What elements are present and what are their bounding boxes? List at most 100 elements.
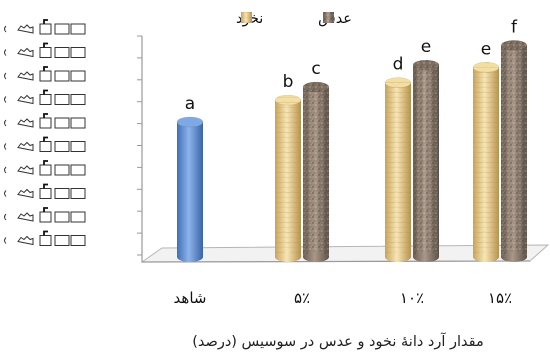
bar-bottom-cap — [473, 252, 499, 262]
garbled-glyph — [54, 235, 70, 246]
garbled-glyph — [17, 235, 34, 246]
legend-item: عدس — [318, 11, 352, 27]
garbled-glyph — [39, 23, 52, 35]
bar-top-cap — [176, 116, 204, 128]
garbled-glyph — [43, 19, 48, 24]
legend-item: نخود — [236, 11, 263, 27]
bar-top-texture — [473, 62, 499, 73]
garbled-glyph-row — [4, 19, 86, 35]
bar-top-texture — [501, 40, 527, 51]
garbled-glyph — [54, 23, 70, 35]
garbled-glyph — [43, 230, 48, 236]
bar-texture — [385, 82, 411, 257]
garbled-glyph-row — [4, 136, 86, 152]
garbled-glyph — [43, 113, 48, 118]
garbled-glyph-row — [4, 183, 86, 199]
data-label: d — [393, 55, 404, 75]
bar-top-texture — [303, 81, 329, 92]
bar-bottom-cap — [303, 252, 329, 262]
garbled-glyph — [4, 25, 7, 33]
garbled-glyph — [39, 70, 52, 82]
garbled-glyph — [4, 143, 7, 150]
bar-texture — [303, 86, 329, 258]
bar-texture — [413, 65, 439, 257]
garbled-glyph — [54, 188, 70, 199]
garbled-glyph — [17, 47, 34, 58]
garbled-glyph — [39, 94, 52, 105]
garbled-glyph-row — [4, 207, 86, 223]
garbled-glyph — [17, 118, 34, 128]
garbled-glyph — [39, 117, 52, 129]
bar-top-texture — [275, 95, 301, 106]
garbled-glyph — [39, 211, 52, 223]
legend-swatch-texture — [323, 12, 334, 23]
category-tick-label: شاهد — [174, 289, 207, 307]
garbled-glyph — [70, 211, 86, 223]
data-label: e — [481, 39, 491, 59]
data-label: a — [185, 94, 195, 114]
category-tick-label: ۱۰٪ — [400, 289, 424, 307]
x-axis-title: مقدار آرد دانهٔ نخود و عدس در سوسیس (درص… — [192, 332, 484, 350]
garbled-glyph — [43, 183, 48, 189]
garbled-glyph — [43, 89, 48, 95]
bar — [384, 77, 412, 262]
bar-texture — [501, 45, 527, 257]
garbled-glyph — [17, 188, 34, 199]
garbled-glyph — [39, 47, 52, 58]
garbled-glyph — [17, 71, 34, 81]
garbled-glyph — [54, 211, 70, 223]
garbled-glyph — [70, 23, 86, 35]
bar — [472, 62, 500, 262]
garbled-glyph-row — [4, 66, 86, 82]
category-tick-label: ۱۵٪ — [488, 289, 512, 307]
garbled-glyph — [70, 188, 86, 199]
category-tick-label: ۵٪ — [294, 289, 310, 307]
garbled-glyph — [70, 117, 86, 129]
data-labels: abc de ef — [185, 17, 518, 114]
garbled-glyph — [43, 136, 48, 142]
garbled-glyph — [17, 212, 34, 222]
bar-top-texture — [413, 60, 439, 71]
garbled-glyph-row — [4, 89, 86, 105]
garbled-glyph — [39, 141, 52, 152]
garbled-glyph-row — [4, 42, 86, 58]
garbled-glyph — [4, 96, 7, 103]
bars — [176, 40, 528, 262]
garbled-glyph — [70, 164, 86, 176]
garbled-glyph — [54, 94, 70, 105]
bar — [274, 94, 302, 262]
data-label: e — [421, 37, 431, 57]
garbled-glyph-row — [4, 230, 86, 246]
y-axis-garbled-labels — [4, 19, 86, 246]
garbled-glyph — [39, 164, 52, 176]
legend: عدس نخود — [236, 11, 352, 27]
garbled-glyph-row — [4, 113, 86, 129]
data-label: f — [511, 17, 518, 37]
garbled-glyph — [4, 166, 7, 174]
garbled-glyph — [17, 141, 34, 152]
garbled-glyph — [70, 141, 86, 152]
garbled-glyph — [4, 49, 7, 56]
garbled-glyph-row — [4, 160, 86, 176]
garbled-glyph — [70, 70, 86, 82]
garbled-glyph — [17, 165, 34, 175]
bar — [176, 116, 204, 262]
category-tick-labels: شاهد ۵٪ ۱۰٪ ۱۵٪ — [174, 289, 513, 307]
bar-bottom-cap — [413, 252, 439, 262]
garbled-glyph — [4, 237, 7, 244]
bar-bottom-cap — [501, 252, 527, 262]
garbled-glyph — [54, 117, 70, 129]
garbled-glyph — [43, 160, 48, 165]
garbled-glyph — [17, 24, 34, 34]
bar-texture — [473, 67, 499, 257]
bar-body — [177, 122, 203, 257]
garbled-glyph — [54, 141, 70, 152]
legend-swatch-texture — [241, 12, 252, 23]
bar-bottom-cap — [177, 252, 203, 262]
bar — [412, 59, 440, 262]
data-label: c — [311, 59, 320, 79]
garbled-glyph — [70, 47, 86, 58]
garbled-glyph — [17, 94, 34, 105]
bar — [500, 40, 528, 262]
